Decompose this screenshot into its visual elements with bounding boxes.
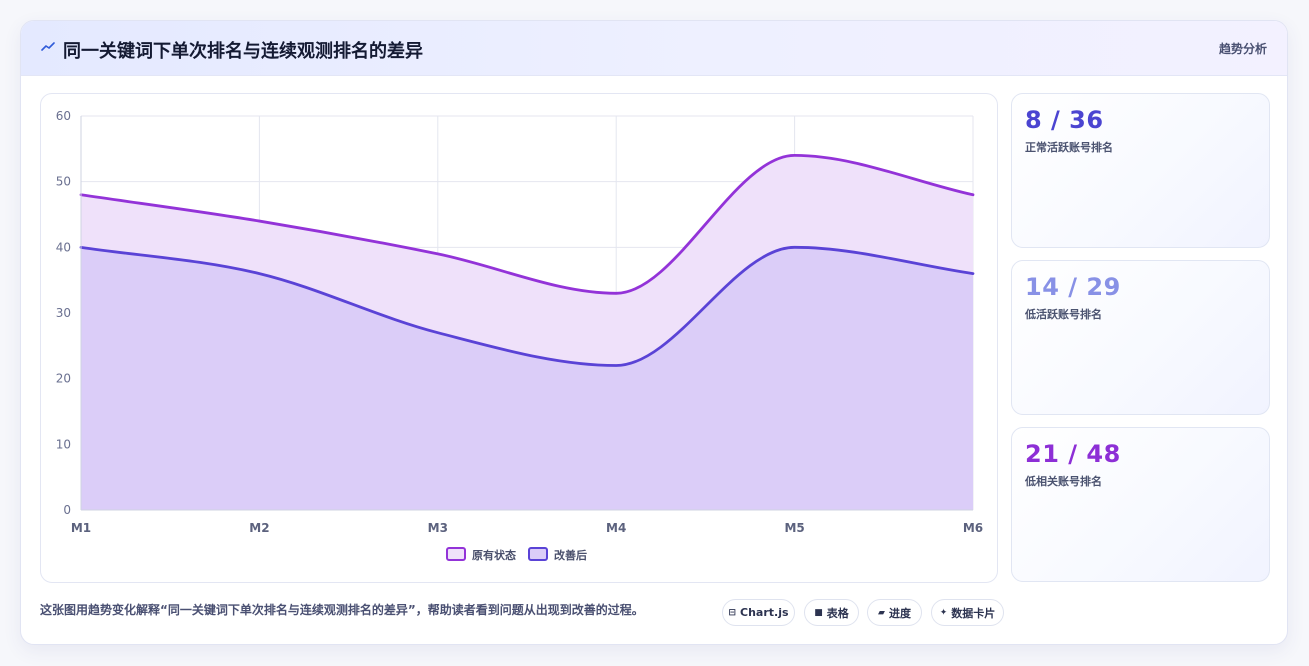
- stat-value: 8 / 36: [1025, 106, 1104, 134]
- stat-value: 14 / 29: [1025, 273, 1121, 301]
- pill-label: Chart.js: [740, 606, 789, 619]
- legend-swatch: [446, 547, 466, 561]
- y-tick-label: 50: [56, 175, 71, 189]
- y-tick-label: 20: [56, 372, 71, 386]
- chart-card: 同一关键词下单次排名与连续观测排名的差异 趋势分析 0 10 20 30 40 50 60 M…: [20, 20, 1288, 645]
- pill-chartjs[interactable]: ⊟ Chart.js: [722, 599, 795, 626]
- pill-table[interactable]: ■ 表格: [804, 599, 859, 626]
- axis-layer: 0 10 20 30 40 50 60 M1 M2 M3 M4 M5 M6: [56, 109, 983, 535]
- chart-caption: 这张图用趋势变化解释“同一关键词下单次排名与连续观测排名的差异”，帮助读者看到问…: [40, 603, 644, 617]
- legend-label: 原有状态: [472, 548, 516, 562]
- page-title: 同一关键词下单次排名与连续观测排名的差异: [63, 41, 423, 62]
- y-tick-label: 30: [56, 306, 71, 320]
- x-tick-label: M3: [428, 521, 448, 535]
- window-icon: ⊟: [728, 607, 737, 618]
- area-chart: 0 10 20 30 40 50 60 M1 M2 M3 M4 M5 M6 原有状态 改善后: [56, 109, 983, 562]
- trend-line-icon: [41, 42, 55, 51]
- line-layer: [79, 154, 975, 367]
- y-tick-label: 10: [56, 437, 71, 451]
- x-tick-label: M5: [784, 521, 804, 535]
- x-tick-label: M1: [71, 521, 91, 535]
- line-series-0: [79, 154, 975, 295]
- stat-label: 低活跃账号排名: [1025, 308, 1102, 321]
- area-layer: [81, 155, 973, 511]
- pill-label: 数据卡片: [951, 606, 996, 620]
- stat-label: 正常活跃账号排名: [1025, 141, 1113, 154]
- header-tag: 趋势分析: [1218, 42, 1267, 56]
- stat-value: 21 / 48: [1025, 440, 1121, 468]
- chart-panel: 0 10 20 30 40 50 60 M1 M2 M3 M4 M5 M6 原有状态 改善后: [40, 93, 998, 583]
- card-header: 同一关键词下单次排名与连续观测排名的差异 趋势分析: [21, 21, 1287, 76]
- line-series-1: [79, 245, 975, 367]
- pill-label: 表格: [826, 606, 849, 620]
- area-fill-series-1: [81, 247, 973, 511]
- pill-data-cards[interactable]: ✦ 数据卡片: [931, 599, 1004, 626]
- stat-card-low-relevance: 21 / 48 低相关账号排名: [1011, 427, 1270, 582]
- legend-layer: 原有状态 改善后: [446, 547, 587, 562]
- pill-progress[interactable]: ▰ 进度: [867, 599, 922, 626]
- x-tick-label: M4: [606, 521, 626, 535]
- stat-label: 低相关账号排名: [1025, 475, 1102, 488]
- legend-label: 改善后: [554, 548, 587, 562]
- stat-card-low-active: 14 / 29 低活跃账号排名: [1011, 260, 1270, 415]
- y-tick-label: 0: [63, 503, 71, 517]
- stat-card-active: 8 / 36 正常活跃账号排名: [1011, 93, 1270, 248]
- table-icon: ■: [814, 607, 823, 618]
- progress-icon: ▰: [878, 607, 885, 618]
- x-tick-label: M2: [249, 521, 269, 535]
- pill-label: 进度: [888, 606, 911, 620]
- legend-swatch: [528, 547, 548, 561]
- y-tick-label: 40: [56, 240, 71, 254]
- y-tick-label: 60: [56, 109, 71, 123]
- sparkle-icon: ✦: [939, 607, 948, 618]
- x-tick-label: M6: [963, 521, 983, 535]
